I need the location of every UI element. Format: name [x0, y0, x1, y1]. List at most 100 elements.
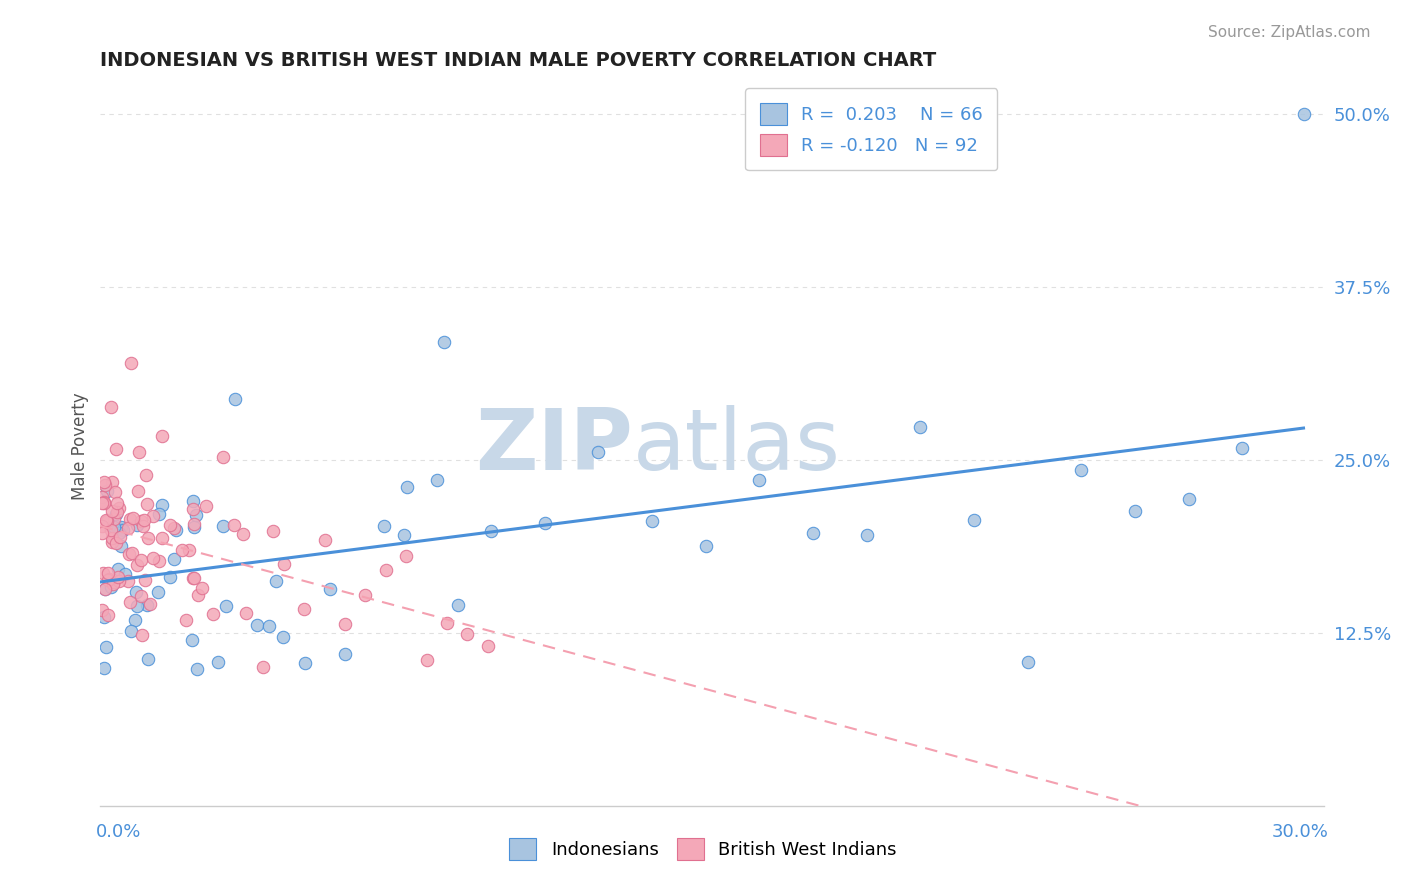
Point: [127, 599, 149, 613]
Point: [446, 599, 468, 613]
Point: [395, 549, 418, 564]
Point: [159, 569, 181, 583]
Point: [128, 445, 150, 459]
Point: [180, 633, 202, 648]
Point: [170, 543, 193, 558]
Point: [101, 577, 124, 591]
Point: [118, 595, 141, 609]
Point: [319, 582, 342, 596]
Point: [252, 660, 274, 674]
Point: [91, 526, 114, 541]
Point: [207, 655, 229, 669]
Point: [262, 524, 284, 538]
Point: [93, 582, 115, 596]
Point: [246, 618, 269, 632]
Point: [374, 563, 396, 577]
Point: [333, 617, 356, 632]
Point: [163, 521, 186, 535]
Point: [96, 514, 118, 528]
Point: [142, 551, 165, 566]
Point: [235, 606, 257, 620]
Text: 30.0%: 30.0%: [1272, 822, 1329, 840]
Point: [163, 552, 186, 566]
Point: [100, 400, 122, 414]
Point: [91, 566, 114, 580]
Point: [187, 588, 209, 602]
Point: [110, 530, 132, 544]
Point: [292, 602, 315, 616]
Point: [97, 572, 120, 586]
Point: [117, 521, 139, 535]
Point: [1017, 655, 1039, 669]
Y-axis label: Male Poverty: Male Poverty: [72, 392, 89, 500]
Point: [159, 518, 181, 533]
Point: [120, 512, 142, 526]
Point: [181, 501, 204, 516]
Point: [436, 615, 458, 630]
Point: [1123, 504, 1146, 518]
Point: [93, 495, 115, 509]
Point: [1070, 463, 1092, 477]
Legend: Indonesians, British West Indians: Indonesians, British West Indians: [502, 830, 904, 867]
Point: [641, 514, 664, 528]
Point: [211, 450, 233, 464]
Point: [91, 603, 114, 617]
Point: [183, 494, 205, 508]
Point: [232, 527, 254, 541]
Point: [152, 498, 174, 512]
Point: [433, 334, 456, 349]
Point: [120, 624, 142, 638]
Point: [136, 651, 159, 665]
Point: [96, 483, 118, 498]
Point: [426, 473, 449, 487]
Point: [134, 573, 156, 587]
Point: [215, 599, 238, 613]
Point: [112, 523, 135, 537]
Point: [748, 473, 770, 487]
Point: [131, 628, 153, 642]
Point: [100, 523, 122, 537]
Point: [108, 526, 131, 541]
Point: [181, 571, 204, 585]
Point: [415, 653, 437, 667]
Point: [93, 661, 115, 675]
Point: [105, 496, 128, 510]
Text: INDONESIAN VS BRITISH WEST INDIAN MALE POVERTY CORRELATION CHART: INDONESIAN VS BRITISH WEST INDIAN MALE P…: [100, 51, 936, 70]
Point: [183, 520, 205, 534]
Point: [224, 518, 246, 533]
Point: [695, 539, 717, 553]
Text: atlas: atlas: [633, 405, 841, 488]
Point: [107, 570, 129, 584]
Point: [165, 523, 187, 537]
Point: [96, 513, 118, 527]
Point: [100, 503, 122, 517]
Point: [1232, 441, 1254, 455]
Point: [96, 640, 118, 654]
Point: [124, 613, 146, 627]
Point: [93, 496, 115, 510]
Point: [107, 562, 129, 576]
Point: [127, 483, 149, 498]
Point: [105, 505, 128, 519]
Legend: R =  0.203    N = 66, R = -0.120   N = 92: R = 0.203 N = 66, R = -0.120 N = 92: [745, 88, 997, 170]
Point: [91, 496, 114, 510]
Point: [1292, 107, 1315, 121]
Point: [396, 480, 419, 494]
Point: [107, 500, 129, 515]
Point: [110, 539, 132, 553]
Point: [477, 640, 499, 654]
Point: [588, 444, 610, 458]
Point: [273, 558, 295, 572]
Point: [100, 580, 122, 594]
Point: [96, 608, 118, 623]
Point: [174, 613, 197, 627]
Point: [354, 589, 377, 603]
Point: [131, 519, 153, 533]
Point: [148, 507, 170, 521]
Point: [373, 519, 395, 533]
Point: [183, 571, 205, 585]
Point: [257, 618, 280, 632]
Point: [96, 566, 118, 580]
Point: [105, 535, 128, 549]
Point: [103, 574, 125, 589]
